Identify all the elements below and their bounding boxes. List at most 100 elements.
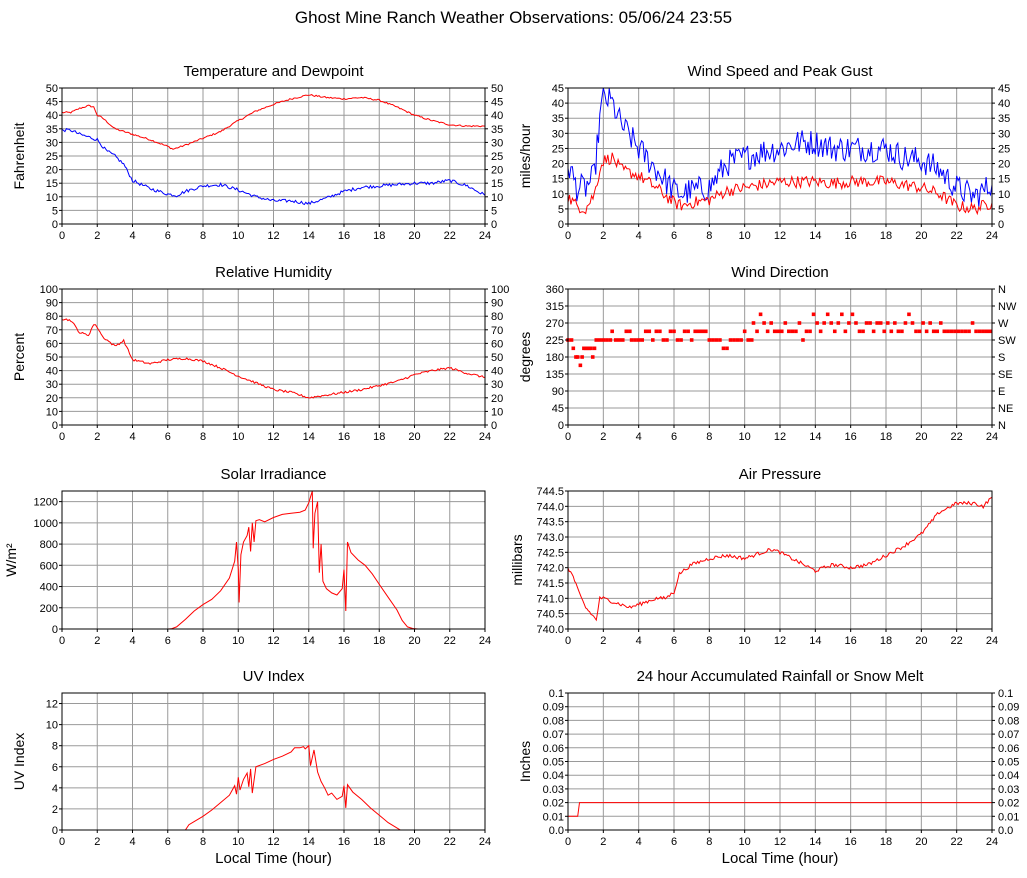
x-tick-label: 0 — [59, 431, 65, 443]
x-tick-label: 22 — [951, 836, 963, 848]
data-point — [878, 321, 883, 325]
data-point — [967, 329, 971, 334]
series-line-0 — [62, 744, 485, 831]
data-point — [882, 329, 887, 334]
x-tick-label: 8 — [706, 836, 712, 848]
x-tick-label: 16 — [845, 230, 857, 242]
right-tick-label: 0.04 — [998, 770, 1019, 782]
data-point — [686, 329, 690, 334]
x-tick-label: 4 — [636, 836, 642, 848]
chart-title: Wind Speed and Peak Gust — [687, 63, 873, 80]
data-point — [661, 338, 666, 342]
data-point — [808, 329, 812, 334]
x-tick-label: 14 — [303, 230, 315, 242]
right-tick-label: 0.09 — [998, 702, 1019, 714]
x-tick-label: 16 — [845, 635, 857, 647]
data-point — [598, 338, 602, 342]
data-point — [903, 321, 908, 325]
x-tick-label: 16 — [338, 431, 350, 443]
y-tick-label: 10 — [552, 189, 564, 201]
data-point — [728, 338, 733, 342]
right-tick-label: 0.1 — [998, 688, 1013, 700]
x-tick-label: 6 — [165, 635, 171, 647]
right-tick-label: 80 — [491, 311, 503, 323]
series-line-0 — [567, 496, 993, 622]
y-tick-label: 2 — [52, 804, 58, 816]
data-point — [601, 338, 606, 342]
x-tick-label: 14 — [809, 431, 821, 443]
x-tick-label: 20 — [408, 836, 420, 848]
data-point — [850, 312, 855, 317]
y-tick-label: 90 — [46, 298, 58, 310]
data-point — [633, 338, 637, 342]
right-tick-label: N — [998, 284, 1006, 296]
data-point — [610, 329, 614, 334]
data-point — [668, 329, 673, 334]
x-tick-label: 0 — [565, 230, 571, 242]
y-tick-label: 20 — [46, 165, 58, 177]
right-tick-label: 50 — [491, 83, 503, 95]
data-point — [704, 329, 708, 334]
x-tick-label: 2 — [600, 431, 606, 443]
data-point — [643, 329, 648, 334]
data-point — [711, 338, 715, 342]
data-point — [815, 321, 819, 325]
x-tick-label: 12 — [267, 635, 279, 647]
data-point — [779, 329, 784, 334]
data-point — [910, 321, 915, 325]
y-tick-label: 744.5 — [536, 486, 564, 498]
series-line-1 — [567, 152, 993, 216]
x-tick-label: 10 — [232, 836, 244, 848]
data-point — [589, 346, 593, 351]
x-tick-label: 6 — [671, 836, 677, 848]
y-axis-label: millibars — [509, 534, 525, 585]
y-tick-label: 30 — [46, 137, 58, 149]
series-line-0 — [62, 490, 485, 630]
right-tick-label: W — [998, 318, 1009, 330]
right-tick-label: 0.06 — [998, 743, 1019, 755]
x-tick-label: 14 — [809, 230, 821, 242]
x-tick-label: 0 — [565, 431, 571, 443]
y-tick-label: 0.04 — [543, 770, 564, 782]
data-point — [804, 329, 809, 334]
data-point — [811, 312, 816, 317]
data-point — [783, 321, 788, 325]
right-tick-label: 0 — [998, 219, 1004, 231]
y-tick-label: 0.02 — [543, 798, 564, 810]
data-point — [749, 338, 754, 342]
x-tick-label: 20 — [915, 230, 927, 242]
data-point — [885, 321, 890, 325]
chart-title: Air Pressure — [739, 466, 822, 483]
data-point — [875, 321, 879, 325]
right-tick-label: NW — [998, 301, 1017, 313]
data-point — [868, 321, 872, 325]
x-tick-label: 20 — [408, 230, 420, 242]
data-point — [871, 329, 876, 334]
y-tick-label: 12 — [46, 699, 58, 711]
y-tick-label: 50 — [46, 83, 58, 95]
data-point — [949, 329, 954, 334]
data-point — [921, 321, 925, 325]
right-tick-label: 100 — [491, 284, 509, 296]
data-point — [725, 346, 729, 351]
x-tick-label: 8 — [200, 836, 206, 848]
data-point — [718, 338, 722, 342]
data-point — [651, 338, 655, 342]
x-tick-label: 0 — [565, 635, 571, 647]
data-point — [907, 312, 911, 317]
x-tick-label: 22 — [444, 635, 456, 647]
data-point — [580, 355, 584, 359]
y-tick-label: 315 — [546, 301, 564, 313]
right-tick-label: 0.08 — [998, 715, 1019, 727]
data-point — [732, 338, 736, 342]
right-tick-label: 40 — [491, 366, 503, 378]
x-tick-label: 10 — [232, 230, 244, 242]
y-tick-label: 0.07 — [543, 729, 564, 741]
data-point — [751, 321, 756, 325]
right-tick-label: 5 — [491, 205, 497, 217]
data-point — [762, 321, 766, 325]
right-tick-label: 60 — [491, 338, 503, 350]
data-point — [765, 329, 770, 334]
data-point — [682, 329, 687, 334]
